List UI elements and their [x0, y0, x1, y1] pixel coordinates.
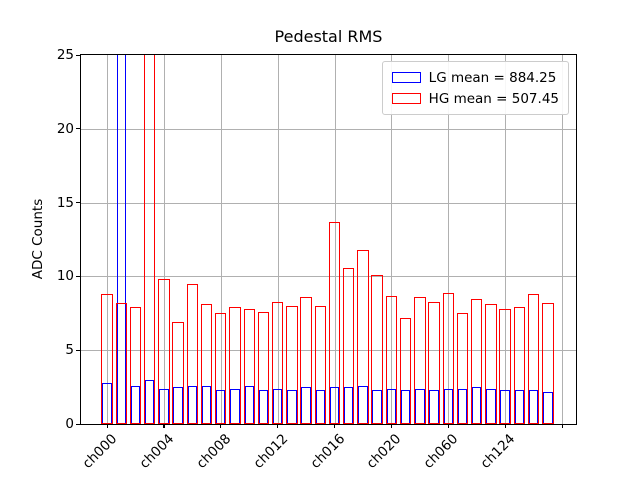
hg-swatch — [391, 93, 421, 104]
ytick-mark-5 — [76, 349, 80, 351]
gridline-x-2 — [220, 55, 222, 424]
ytick-label-5: 5 — [65, 342, 74, 359]
bar-hg-6 — [186, 283, 198, 424]
xtick-mark-0 — [106, 424, 108, 428]
gridline-x-0 — [107, 55, 108, 424]
gridline-x-5 — [391, 55, 393, 424]
bar-hg-1 — [115, 302, 127, 424]
legend-item-hg: HG mean = 507.45 — [391, 88, 559, 109]
xtick-mark-6 — [447, 424, 449, 428]
bar-hg-17 — [343, 267, 355, 424]
xtick-mark-3 — [277, 424, 279, 428]
bar-hg-21 — [399, 317, 412, 424]
xtick-label-ch060: ch060 — [420, 431, 462, 472]
bar-hg-3 — [143, 55, 156, 424]
bar-hg-24 — [442, 292, 454, 424]
bar-hg-13 — [286, 305, 298, 424]
legend-label-hg: HG mean = 507.45 — [428, 90, 559, 107]
bar-hg-14 — [300, 297, 312, 424]
bar-hg-15 — [314, 305, 326, 424]
bar-hg-12 — [271, 301, 284, 424]
plot-area — [80, 54, 577, 425]
xtick-label-ch008: ch008 — [193, 431, 235, 472]
bar-hg-8 — [215, 313, 227, 424]
bar-hg-2 — [129, 307, 142, 424]
xtick-label-ch016: ch016 — [306, 431, 348, 472]
bar-hg-23 — [428, 301, 440, 424]
ytick-mark-25 — [76, 54, 80, 56]
ytick-mark-0 — [76, 423, 80, 425]
xtick-mark-4 — [334, 424, 336, 428]
bar-hg-0 — [101, 294, 113, 424]
gridline-y-20 — [81, 128, 576, 130]
grid-layer — [81, 55, 576, 424]
legend-label-lg: LG mean = 884.25 — [428, 69, 557, 86]
chart-title: Pedestal RMS — [274, 27, 383, 46]
bar-hg-31 — [542, 302, 554, 424]
bars-layer — [81, 55, 576, 424]
bar-hg-18 — [357, 249, 369, 424]
bar-hg-19 — [371, 274, 383, 424]
xtick-mark-7 — [504, 424, 506, 428]
ytick-mark-15 — [76, 202, 80, 204]
bar-hg-22 — [414, 297, 426, 424]
bar-hg-4 — [158, 279, 170, 424]
xtick-label-ch012: ch012 — [250, 431, 291, 472]
xtick-mark-1 — [163, 424, 165, 428]
gridline-y-5 — [81, 350, 576, 352]
ytick-label-0: 0 — [65, 416, 74, 432]
xtick-mark-8 — [561, 424, 563, 428]
bar-hg-10 — [243, 308, 255, 424]
ytick-label-20: 20 — [56, 120, 74, 137]
gridline-x-1 — [163, 55, 165, 424]
bar-hg-7 — [200, 304, 213, 424]
gridline-x-8 — [562, 55, 564, 424]
gridline-y-10 — [81, 276, 576, 278]
y-axis-label: ADC Counts — [30, 198, 46, 280]
bar-hg-11 — [257, 311, 270, 424]
lg-swatch — [391, 72, 421, 83]
legend-item-lg: LG mean = 884.25 — [391, 67, 559, 88]
bar-hg-29 — [513, 307, 526, 424]
gridline-x-3 — [277, 55, 279, 424]
xtick-label-ch004: ch004 — [136, 431, 178, 472]
bar-hg-16 — [328, 221, 341, 424]
xtick-mark-5 — [390, 424, 393, 428]
bar-hg-28 — [499, 308, 511, 424]
bar-hg-26 — [471, 298, 483, 424]
gridline-y-15 — [81, 202, 576, 204]
ytick-label-10: 10 — [56, 268, 74, 285]
ytick-label-25: 25 — [56, 47, 74, 63]
bar-hg-20 — [385, 295, 398, 424]
xtick-mark-2 — [220, 424, 222, 428]
xtick-label-ch124: ch124 — [477, 431, 519, 472]
legend: LG mean = 884.25 HG mean = 507.45 — [381, 61, 569, 115]
gridline-x-4 — [334, 55, 336, 424]
bar-hg-5 — [172, 322, 184, 424]
bar-hg-30 — [527, 294, 540, 424]
xtick-label-ch020: ch020 — [363, 431, 405, 472]
ytick-mark-10 — [76, 275, 80, 278]
gridline-x-7 — [505, 55, 507, 424]
bar-hg-9 — [229, 307, 241, 424]
ytick-mark-20 — [76, 128, 80, 130]
gridline-x-6 — [448, 55, 450, 424]
bar-hg-27 — [485, 304, 497, 424]
bar-hg-25 — [456, 313, 469, 424]
xtick-label-ch000: ch000 — [79, 431, 121, 472]
ytick-label-15: 15 — [56, 194, 74, 211]
